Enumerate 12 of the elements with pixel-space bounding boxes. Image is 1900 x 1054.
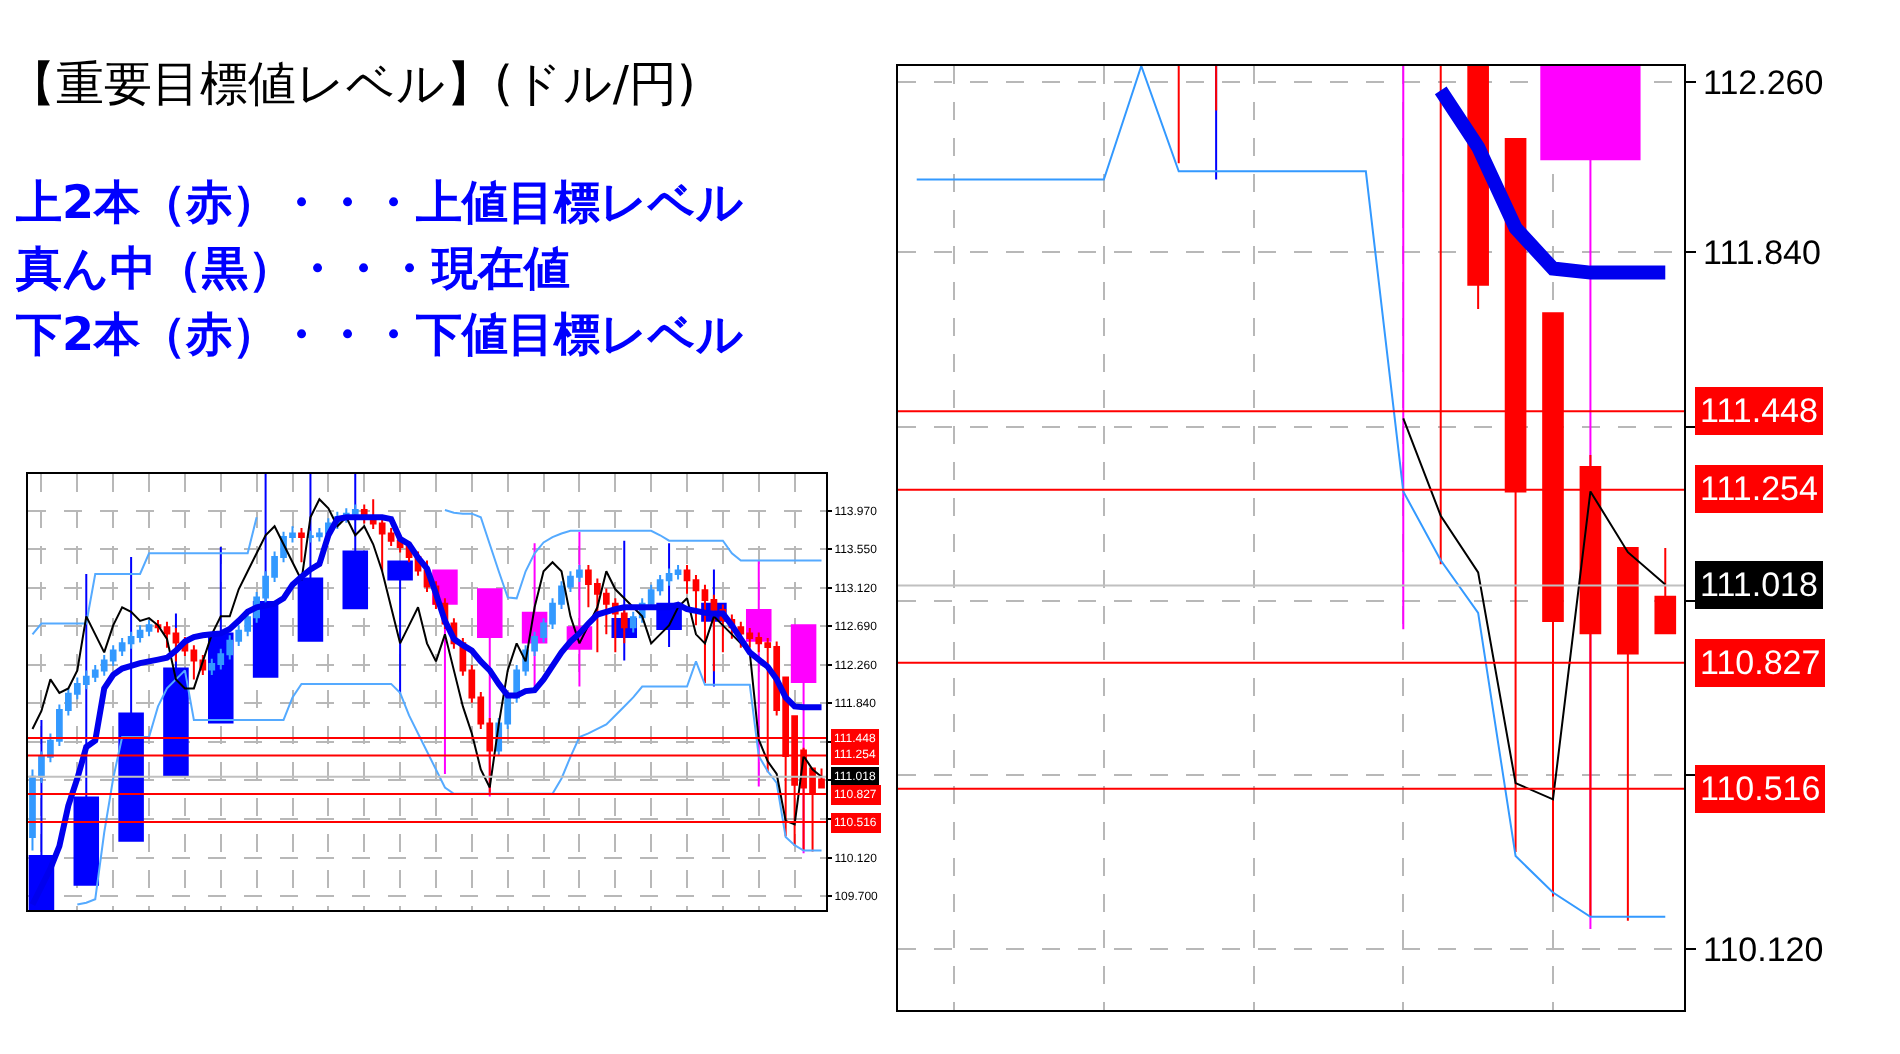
y-tick-label: 111.840 xyxy=(1703,234,1821,273)
y-tick-label: 110.120 xyxy=(1703,931,1824,970)
text: 上2本（赤）・・・上値目標レベル xyxy=(16,176,745,234)
text: 真ん中（黒）・・・現在値 xyxy=(16,242,570,300)
ref-line-label: 110.827 xyxy=(1700,644,1821,683)
text: 【重要目標値レベル】(ドル/円) xyxy=(8,54,696,116)
y-tick-label: 112.260 xyxy=(1703,64,1824,103)
ref-line-label: 111.018 xyxy=(1700,566,1818,605)
ref-line-label: 111.448 xyxy=(1700,392,1818,431)
ref-line-label: 111.254 xyxy=(1700,470,1818,509)
ref-line-label: 110.516 xyxy=(1700,770,1821,809)
text: 下2本（赤）・・・下値目標レベル xyxy=(16,308,745,366)
